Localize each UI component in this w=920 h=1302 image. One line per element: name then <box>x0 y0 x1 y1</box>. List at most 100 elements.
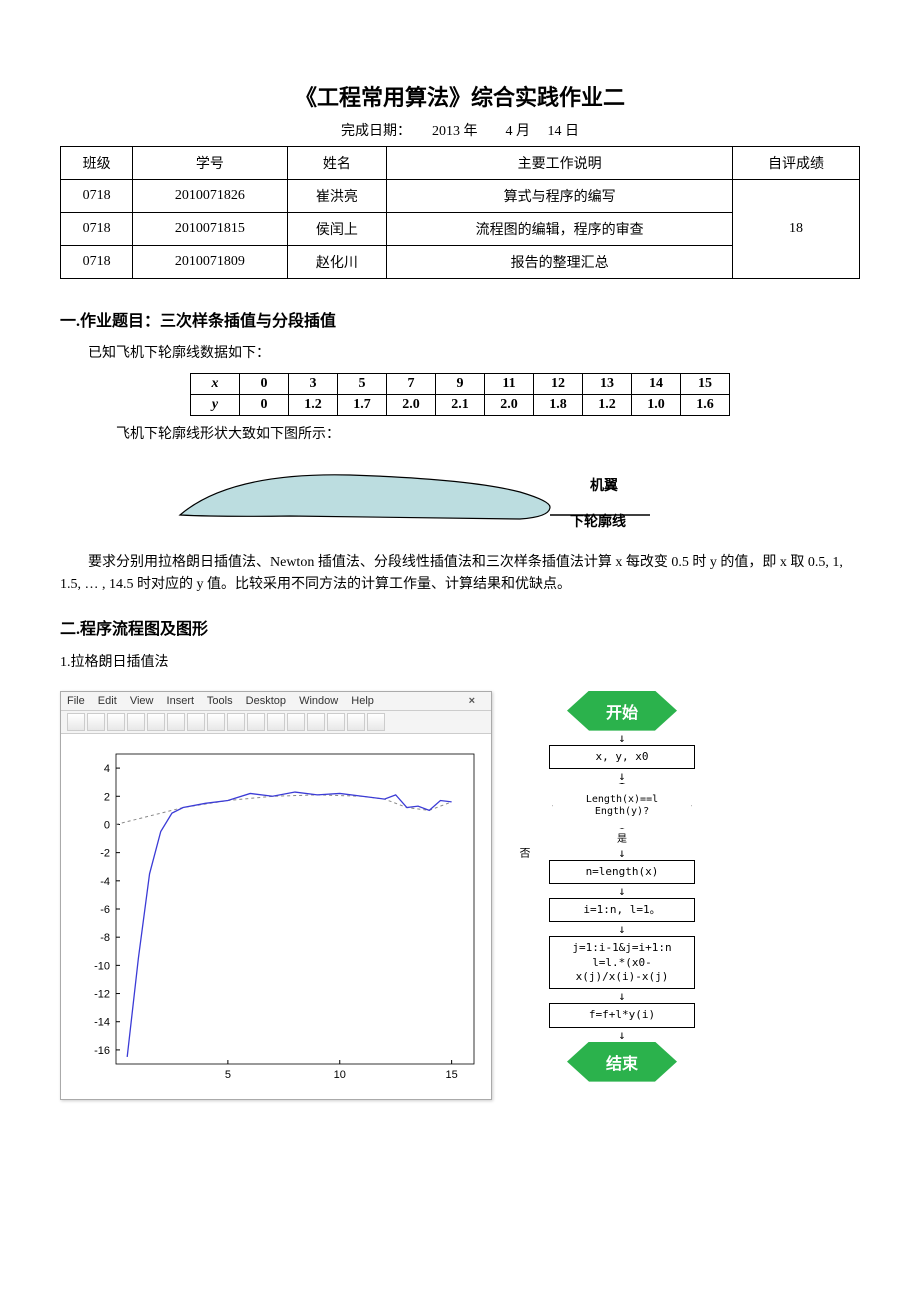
cell: 1.2 <box>289 395 338 416</box>
requirement-text: 要求分别用拉格朗日插值法、Newton 插值法、分段线性插值法和三次样条插值法计… <box>60 552 860 597</box>
cell: 1.2 <box>583 395 632 416</box>
svg-text:-4: -4 <box>100 875 110 887</box>
wing-label: 机翼 <box>590 475 618 495</box>
svg-text:-10: -10 <box>94 960 110 972</box>
score-cell: 18 <box>732 180 859 279</box>
page-title: 《工程常用算法》综合实践作业二 <box>60 80 860 112</box>
cell: 2010071826 <box>133 180 287 213</box>
cell: 5 <box>338 374 387 395</box>
wing-svg <box>150 457 710 537</box>
svg-text:0: 0 <box>104 819 110 831</box>
flow-start: 开始 <box>567 691 677 731</box>
menu-file[interactable]: File <box>67 695 85 707</box>
method1-title: 1.拉格朗日插值法 <box>60 651 860 671</box>
menu-insert[interactable]: Insert <box>167 695 195 707</box>
cell: 11 <box>485 374 534 395</box>
cell: 12 <box>534 374 583 395</box>
completion-date: 完成日期： 2013 年 4 月 14 日 <box>60 120 860 140</box>
matlab-plot: -16-14-12-10-8-6-4-202451015 <box>61 734 489 1094</box>
flow-yes-label: 是 <box>522 830 722 845</box>
col-score: 自评成绩 <box>732 147 859 180</box>
table-row: 0718 2010071826 崔洪亮 算式与程序的编写 18 <box>61 180 860 213</box>
matlab-toolbar <box>61 711 491 734</box>
matlab-figure-window: File Edit View Insert Tools Desktop Wind… <box>60 691 492 1100</box>
menu-help[interactable]: Help <box>351 695 374 707</box>
rotate-icon[interactable] <box>227 713 245 731</box>
print-icon[interactable] <box>127 713 145 731</box>
svg-text:15: 15 <box>446 1069 458 1081</box>
pointer-icon[interactable] <box>147 713 165 731</box>
info-table: 班级 学号 姓名 主要工作说明 自评成绩 0718 2010071826 崔洪亮… <box>60 146 860 279</box>
arrow-icon: ↓ <box>522 884 722 898</box>
svg-text:-12: -12 <box>94 988 110 1000</box>
arrow-icon: ↓ <box>522 731 722 745</box>
cell: 2.0 <box>485 395 534 416</box>
new-icon[interactable] <box>67 713 85 731</box>
col-work: 主要工作说明 <box>387 147 733 180</box>
flow-b4: f=f+l*y(i) <box>549 1003 695 1027</box>
section1-title: 一.作业题目：三次样条插值与分段插值 <box>60 307 860 331</box>
flowchart: 开始 ↓ x, y, x0 ↓ Length(x)==l Ength(y)? 是… <box>522 691 722 1082</box>
menu-tools[interactable]: Tools <box>207 695 233 707</box>
close-icon[interactable]: × <box>469 695 475 707</box>
table-header-row: 班级 学号 姓名 主要工作说明 自评成绩 <box>61 147 860 180</box>
cell: 9 <box>436 374 485 395</box>
svg-text:2: 2 <box>104 791 110 803</box>
matlab-menu-bar: File Edit View Insert Tools Desktop Wind… <box>61 692 491 711</box>
cell: 0718 <box>61 180 133 213</box>
contour-label: 下轮廓线 <box>570 511 626 531</box>
datacursor-icon[interactable] <box>247 713 265 731</box>
cell: 2010071815 <box>133 213 287 246</box>
svg-text:5: 5 <box>225 1069 231 1081</box>
hide-icon[interactable] <box>367 713 385 731</box>
col-class: 班级 <box>61 147 133 180</box>
arrow-icon: ↓ <box>522 989 722 1003</box>
cell: 流程图的编辑，程序的审查 <box>387 213 733 246</box>
menu-edit[interactable]: Edit <box>98 695 117 707</box>
svg-text:-14: -14 <box>94 1016 110 1028</box>
cell: 1.7 <box>338 395 387 416</box>
x-label: x <box>191 374 240 395</box>
flow-end: 结束 <box>567 1042 677 1082</box>
link-icon[interactable] <box>287 713 305 731</box>
cell: 14 <box>632 374 681 395</box>
cell: 崔洪亮 <box>287 180 387 213</box>
cell: 15 <box>681 374 730 395</box>
menu-view[interactable]: View <box>130 695 154 707</box>
cell: 2010071809 <box>133 246 287 279</box>
flow-cond: Length(x)==l Ength(y)? <box>552 783 692 829</box>
open-icon[interactable] <box>87 713 105 731</box>
arrow-icon: ↓ <box>522 769 722 783</box>
zoom-in-icon[interactable] <box>167 713 185 731</box>
cell: 0 <box>240 395 289 416</box>
cell: 7 <box>387 374 436 395</box>
menu-desktop[interactable]: Desktop <box>246 695 286 707</box>
colorbar-icon[interactable] <box>307 713 325 731</box>
cell: 0718 <box>61 213 133 246</box>
arrow-icon: ↓ <box>522 922 722 936</box>
zoom-out-icon[interactable] <box>187 713 205 731</box>
svg-text:-2: -2 <box>100 847 110 859</box>
xy-table: x 0 3 5 7 9 11 12 13 14 15 y 0 1.2 1.7 2… <box>190 373 730 416</box>
section2-title: 二.程序流程图及图形 <box>60 615 860 639</box>
menu-window[interactable]: Window <box>299 695 338 707</box>
cell: 3 <box>289 374 338 395</box>
flow-b2: i=1:n, l=1。 <box>549 898 695 922</box>
cell: 赵化川 <box>287 246 387 279</box>
save-icon[interactable] <box>107 713 125 731</box>
flow-input: x, y, x0 <box>549 745 695 769</box>
arrow-icon: ↓ <box>522 1028 722 1042</box>
cell: 2.0 <box>387 395 436 416</box>
wing-figure: 机翼 下轮廓线 <box>150 457 710 542</box>
legend-icon[interactable] <box>327 713 345 731</box>
col-id: 学号 <box>133 147 287 180</box>
cell: 0718 <box>61 246 133 279</box>
brush-icon[interactable] <box>267 713 285 731</box>
cell: 1.8 <box>534 395 583 416</box>
flow-b3: j=1:i-1&j=i+1:n l=l.*(x0- x(j)/x(i)-x(j) <box>549 936 695 989</box>
axes-icon[interactable] <box>347 713 365 731</box>
cell: 侯闰上 <box>287 213 387 246</box>
pan-icon[interactable] <box>207 713 225 731</box>
arrow-icon: ↓ <box>522 846 722 860</box>
known-text: 已知飞机下轮廓线数据如下： <box>60 343 860 365</box>
